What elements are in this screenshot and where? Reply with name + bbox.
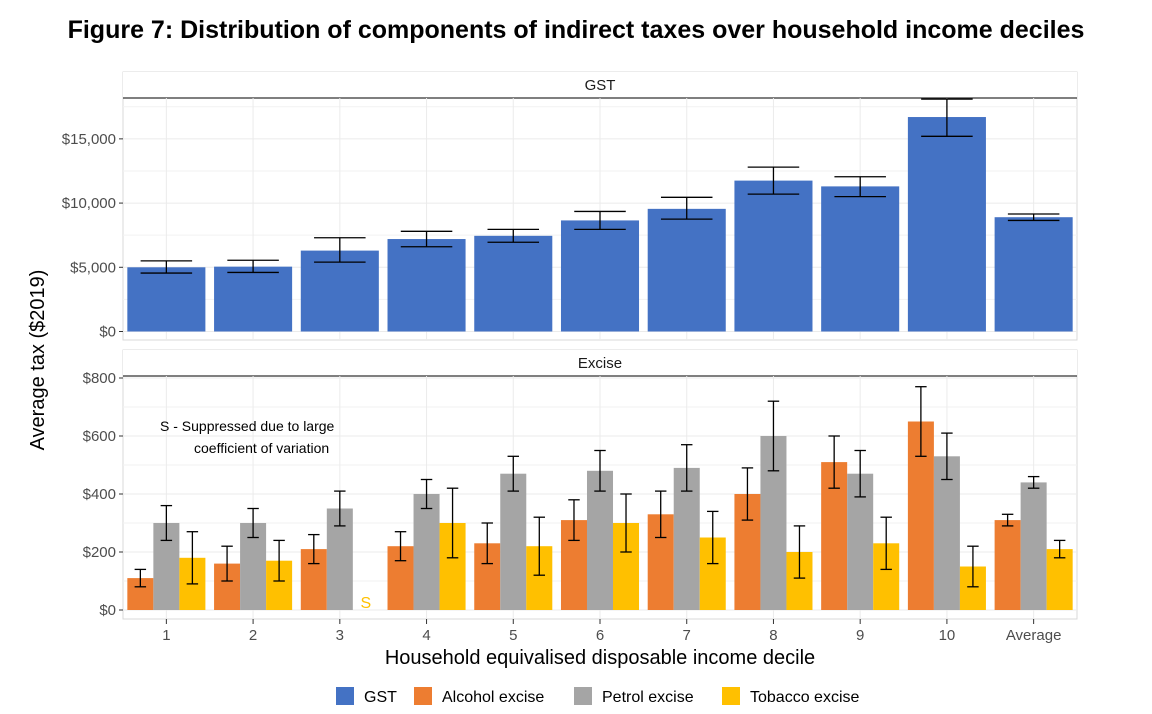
note-line-2: coefficient of variation: [194, 440, 329, 456]
legend-label: Petrol excise: [602, 689, 694, 706]
y-tick-label: $10,000: [62, 195, 116, 212]
bar-petrol-excise: [1020, 482, 1047, 610]
bar-gst: [734, 180, 813, 332]
bar-gst: [127, 267, 206, 332]
x-tick-label: 2: [249, 627, 257, 644]
legend-swatch-alcohol-excise: [414, 687, 432, 705]
bar-petrol-excise: [500, 473, 527, 610]
bar-petrol-excise: [413, 494, 440, 610]
x-tick-label: Average: [1006, 627, 1062, 644]
bar-gst: [214, 266, 293, 332]
strip-background: [123, 350, 1077, 376]
y-tick-label: $200: [83, 544, 116, 561]
y-tick-label: $400: [83, 486, 116, 503]
x-tick-label: 1: [162, 627, 170, 644]
x-tick-label: 4: [422, 627, 430, 644]
x-tick-label: 3: [336, 627, 344, 644]
bar-alcohol-excise: [994, 520, 1021, 610]
bar-petrol-excise: [933, 456, 960, 610]
bar-gst: [994, 217, 1073, 332]
bar-gst: [300, 250, 379, 332]
strip-background: [123, 72, 1077, 98]
chart-title: Figure 7: Distribution of components of …: [67, 16, 1085, 44]
bar-tobacco-excise: [1046, 549, 1073, 610]
y-tick-label: $800: [83, 370, 116, 387]
bar-gst: [387, 239, 466, 332]
legend-swatch-petrol-excise: [574, 687, 592, 705]
x-tick-label: 6: [596, 627, 604, 644]
suppressed-marker: S: [361, 595, 372, 612]
strip-label-gst: GST: [585, 77, 616, 94]
x-tick-label: 7: [683, 627, 691, 644]
y-tick-label: $0: [99, 324, 116, 341]
y-tick-label: $600: [83, 428, 116, 445]
bar-gst: [560, 220, 640, 332]
x-tick-label: 5: [509, 627, 517, 644]
bar-gst: [907, 117, 986, 332]
legend-swatch-gst: [336, 687, 354, 705]
legend-label: Alcohol excise: [442, 689, 544, 706]
bar-gst: [474, 235, 553, 332]
bar-petrol-excise: [586, 470, 614, 610]
x-tick-label: 8: [769, 627, 777, 644]
x-tick-label: 9: [856, 627, 864, 644]
y-tick-label: $0: [99, 602, 116, 619]
bar-gst: [647, 208, 726, 332]
legend-label: Tobacco excise: [750, 689, 859, 706]
note-line-1: S - Suppressed due to large: [160, 418, 335, 434]
y-axis-title: Average tax ($2019): [27, 270, 49, 451]
y-tick-label: $5,000: [70, 259, 116, 276]
legend-label: GST: [364, 689, 397, 706]
y-tick-label: $15,000: [62, 131, 116, 148]
x-tick-label: 10: [939, 627, 956, 644]
strip-label-excise: Excise: [578, 355, 622, 372]
x-axis-title: Household equivalised disposable income …: [385, 647, 815, 669]
bar-gst: [821, 186, 900, 332]
legend-swatch-tobacco-excise: [722, 687, 740, 705]
